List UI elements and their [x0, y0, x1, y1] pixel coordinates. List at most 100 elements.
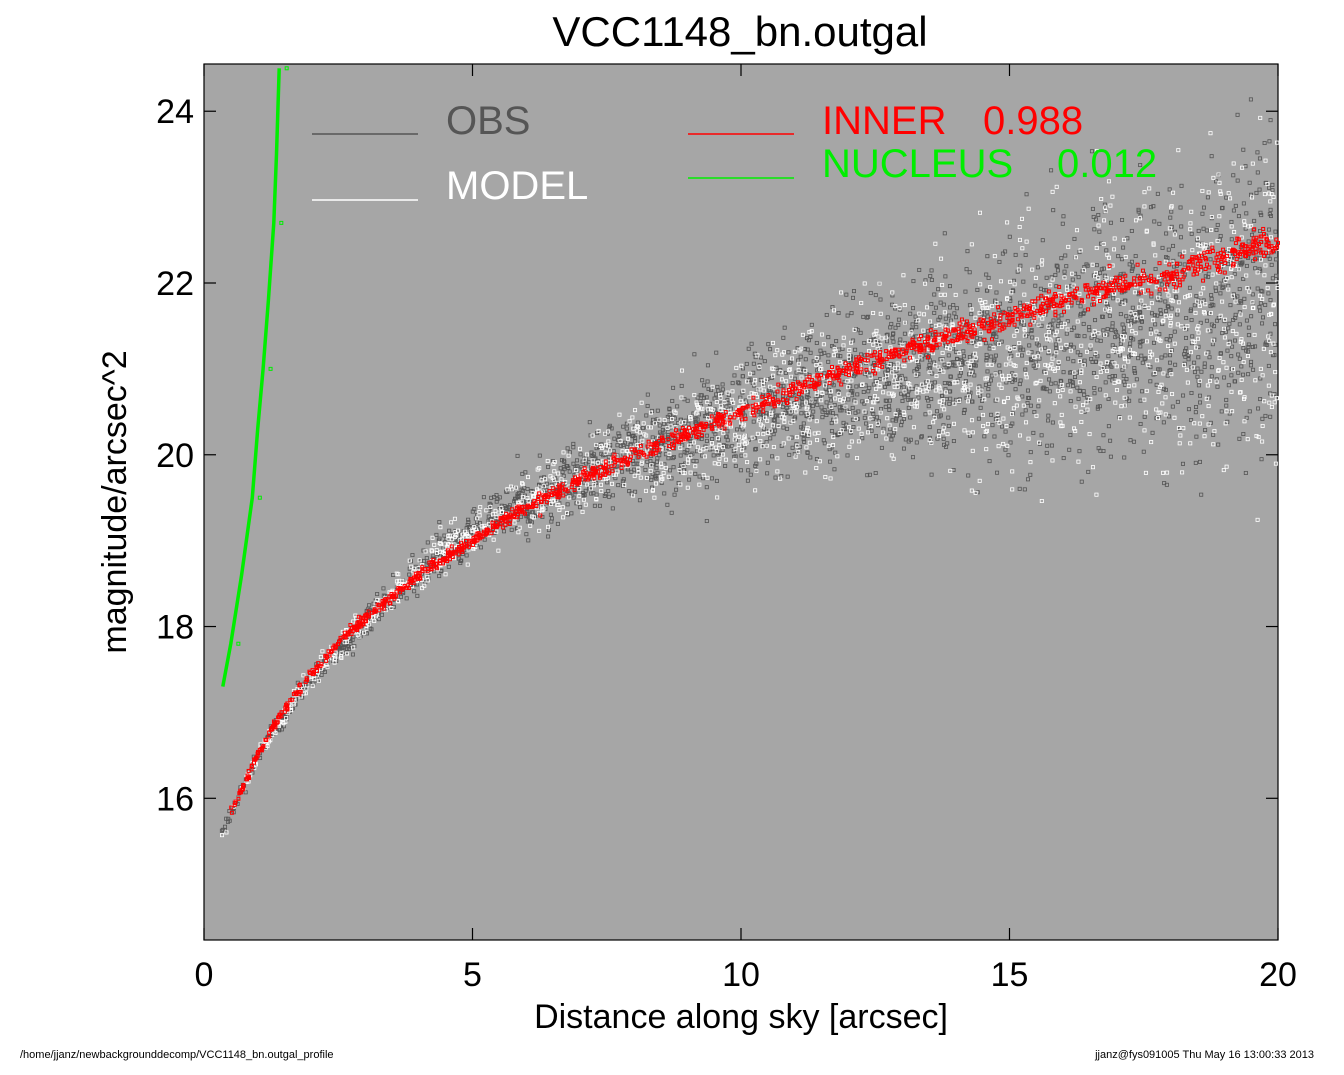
obs-point	[1028, 472, 1033, 477]
obs-point	[820, 409, 825, 414]
model-point	[1205, 328, 1210, 333]
model-point	[1169, 372, 1174, 377]
obs-point	[1260, 315, 1265, 320]
obs-point	[1099, 267, 1104, 272]
model-point	[318, 655, 323, 660]
obs-point	[1148, 205, 1153, 210]
obs-point	[1238, 261, 1243, 266]
obs-point	[768, 347, 773, 352]
obs-point	[1054, 346, 1059, 351]
model-point	[650, 488, 655, 493]
obs-point	[1249, 359, 1254, 364]
model-point	[790, 356, 795, 361]
obs-point	[1177, 252, 1182, 257]
obs-point	[789, 409, 794, 414]
model-point	[1204, 351, 1209, 356]
obs-point	[789, 419, 794, 424]
model-point	[995, 411, 1000, 416]
obs-point	[814, 340, 819, 345]
model-point	[862, 281, 867, 286]
obs-point	[710, 436, 715, 441]
obs-point	[1155, 313, 1160, 318]
obs-point	[1184, 346, 1189, 351]
obs-point	[883, 398, 888, 403]
obs-point	[863, 353, 868, 358]
model-point	[1250, 300, 1255, 305]
model-point	[902, 412, 907, 417]
model-point	[856, 426, 861, 431]
model-point	[1091, 332, 1096, 337]
obs-point	[952, 311, 957, 316]
obs-point	[1163, 353, 1168, 358]
obs-point	[1267, 227, 1272, 232]
obs-point	[968, 390, 973, 395]
obs-point	[1189, 390, 1194, 395]
model-point	[1049, 362, 1054, 367]
obs-point	[785, 474, 790, 479]
obs-point	[367, 603, 372, 608]
model-point	[1232, 230, 1237, 235]
obs-point	[941, 357, 946, 362]
model-point	[688, 454, 693, 459]
obs-point	[645, 392, 650, 397]
obs-point	[671, 465, 676, 470]
obs-point	[1266, 291, 1271, 296]
model-point	[743, 453, 748, 458]
obs-point	[1246, 344, 1251, 349]
model-point	[1148, 349, 1153, 354]
model-point	[1168, 323, 1173, 328]
model-point	[1172, 415, 1177, 420]
obs-point	[998, 370, 1003, 375]
model-point	[1253, 378, 1258, 383]
model-point	[849, 428, 854, 433]
model-point	[1203, 302, 1208, 307]
model-point	[666, 474, 671, 479]
obs-point	[1134, 377, 1139, 382]
obs-point	[749, 341, 754, 346]
model-point	[1035, 363, 1040, 368]
model-point	[885, 416, 890, 421]
obs-point	[1044, 275, 1049, 280]
model-point	[1166, 293, 1171, 298]
model-point	[1275, 140, 1280, 145]
obs-point	[895, 374, 900, 379]
obs-point	[1111, 296, 1116, 301]
model-point	[1044, 337, 1049, 342]
model-point	[520, 481, 525, 486]
obs-point	[1108, 220, 1113, 225]
model-point	[978, 282, 983, 287]
model-point	[933, 323, 938, 328]
obs-point	[928, 440, 933, 445]
obs-point	[986, 387, 991, 392]
obs-point	[612, 436, 617, 441]
obs-point	[1214, 377, 1219, 382]
obs-point	[772, 414, 777, 419]
obs-point	[1101, 266, 1106, 271]
obs-point	[695, 395, 700, 400]
obs-point	[1020, 394, 1025, 399]
obs-point	[780, 405, 785, 410]
obs-point	[1168, 334, 1173, 339]
obs-point	[1082, 392, 1087, 397]
model-point	[603, 450, 608, 455]
model-point	[1103, 393, 1108, 398]
model-point	[714, 449, 719, 454]
obs-point	[1138, 310, 1143, 315]
model-point	[1190, 248, 1195, 253]
model-point	[660, 476, 665, 481]
obs-point	[1039, 433, 1044, 438]
model-point	[407, 558, 412, 563]
model-point	[750, 435, 755, 440]
obs-point	[1258, 376, 1263, 381]
obs-point	[834, 339, 839, 344]
model-point	[1074, 228, 1079, 233]
obs-point	[790, 445, 795, 450]
model-point	[885, 373, 890, 378]
model-point	[283, 719, 288, 724]
model-point	[800, 431, 805, 436]
obs-point	[975, 336, 980, 341]
obs-point	[662, 429, 667, 434]
obs-point	[1266, 363, 1271, 368]
model-point	[1214, 281, 1219, 286]
model-point	[1242, 419, 1247, 424]
